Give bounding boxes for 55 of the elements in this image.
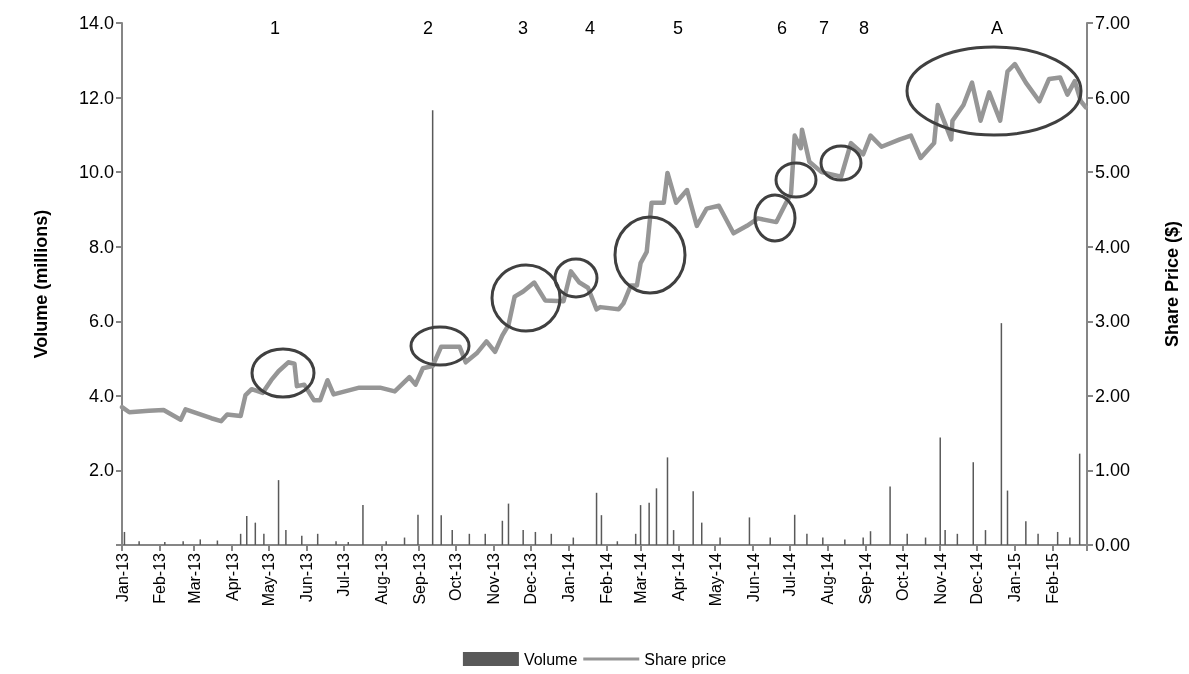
y2-tick-label: 0.00 bbox=[1095, 535, 1131, 555]
x-tick-label: Oct-14 bbox=[893, 552, 911, 602]
x-tick-label: Jan-14 bbox=[559, 552, 577, 602]
y-tick-label: 6.0 bbox=[88, 311, 114, 332]
annotation: 7 bbox=[818, 18, 830, 38]
x-tick-label: Feb-13 bbox=[151, 552, 169, 604]
annotation: 4 bbox=[584, 18, 596, 38]
x-tick-label: Apr-14 bbox=[670, 552, 687, 602]
x-tick-label: Sep-13 bbox=[410, 552, 428, 605]
x-tick-label: Nov-13 bbox=[485, 552, 503, 605]
annotation: 6 bbox=[776, 18, 788, 38]
y2-tick-label: 7.00 bbox=[1095, 13, 1131, 33]
x-tick-label: Feb-15 bbox=[1044, 552, 1062, 604]
y2-tick-label: 5.00 bbox=[1095, 162, 1131, 183]
line-series bbox=[119, 61, 1089, 424]
x-tick-label: Dec-14 bbox=[968, 552, 986, 605]
y2-tick-label: 6.00 bbox=[1095, 87, 1131, 108]
y-tick-label: 2.0 bbox=[88, 460, 114, 481]
x-tick-label: Feb-14 bbox=[597, 552, 615, 604]
y-tick-label: 8.0 bbox=[88, 236, 114, 257]
y-tick-label: 4.0 bbox=[88, 385, 114, 406]
x-tick-label: Jul-14 bbox=[781, 552, 799, 597]
y2-tick-label: 1.00 bbox=[1095, 460, 1131, 481]
x-tick-label: Jul-13 bbox=[334, 552, 352, 597]
x-tick-label: Apr-13 bbox=[223, 552, 241, 602]
y-tick-label: 10.0 bbox=[78, 162, 114, 183]
legend-label: Volume bbox=[523, 650, 578, 668]
x-tick-label: Aug-14 bbox=[819, 552, 837, 605]
y2-axis-title: Share Price ($) bbox=[1162, 220, 1182, 348]
annotation: 1 bbox=[269, 18, 281, 38]
x-tick-label: Aug-13 bbox=[372, 552, 390, 605]
x-tick-label: Jun-14 bbox=[744, 552, 762, 602]
x-tick-label: Mar-13 bbox=[185, 552, 203, 604]
annotation: 3 bbox=[517, 18, 529, 38]
y2-tick-label: 2.00 bbox=[1095, 385, 1131, 406]
annotation: 8 bbox=[858, 18, 870, 38]
x-tick-label: May-13 bbox=[260, 552, 278, 607]
x-tick-label: Jan-13 bbox=[113, 552, 131, 602]
y2-tick-label: 4.00 bbox=[1095, 236, 1131, 257]
x-tick-label: Sep-14 bbox=[857, 552, 875, 605]
y2-tick-label: 3.00 bbox=[1095, 311, 1131, 332]
y-tick-label: 14.0 bbox=[78, 13, 114, 33]
annotation: 5 bbox=[672, 18, 684, 38]
x-tick-label: Mar-14 bbox=[632, 552, 650, 604]
x-tick-label: Jun-13 bbox=[298, 552, 316, 602]
x-tick-label: May-14 bbox=[706, 552, 724, 607]
annotation: A bbox=[990, 18, 1004, 38]
annotation: 2 bbox=[422, 18, 434, 38]
y-axis-title: Volume (millions) bbox=[31, 209, 51, 359]
x-tick-label: Jan-15 bbox=[1006, 552, 1024, 602]
y-tick-label: 12.0 bbox=[78, 87, 114, 108]
x-tick-label: Nov-14 bbox=[931, 552, 949, 605]
legend-label: Share price bbox=[644, 650, 727, 668]
x-tick-label: Oct-13 bbox=[447, 552, 465, 602]
x-tick-label: Dec-13 bbox=[522, 552, 539, 605]
